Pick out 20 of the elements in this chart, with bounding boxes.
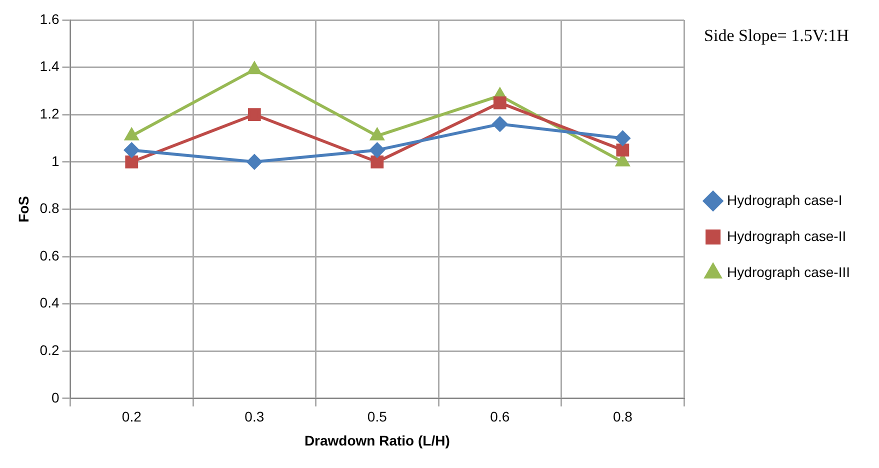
legend-label: Hydrograph case-II <box>727 228 846 244</box>
x-tick-label: 0.6 <box>490 408 510 425</box>
text: Side Slope= 1.5V:1H <box>704 26 849 45</box>
y-tick-label: 0 <box>51 389 60 406</box>
y-axis-title: FoS <box>15 196 32 222</box>
y-tick-label: 0.6 <box>40 247 60 264</box>
y-tick-label: 1.6 <box>40 10 60 27</box>
x-tick-label: 0.3 <box>244 408 264 425</box>
x-tick-label: 0.8 <box>612 408 633 425</box>
y-tick-label: 0.4 <box>40 294 60 311</box>
x-axis-title: Drawdown Ratio (L/H) <box>304 432 450 448</box>
y-tick-label: 1.4 <box>40 58 60 74</box>
legend-label: Hydrograph case-I <box>727 192 842 208</box>
x-tick-label: 0.5 <box>367 408 388 425</box>
y-tick-label: 1.2 <box>40 105 60 122</box>
y-tick-label: 0.2 <box>40 342 60 358</box>
legend-label: Hydrograph case-III <box>727 264 850 280</box>
x-tick-label: 0.2 <box>122 408 142 425</box>
y-tick-label: 0.8 <box>40 200 60 216</box>
y-tick-label: 1 <box>51 152 60 169</box>
